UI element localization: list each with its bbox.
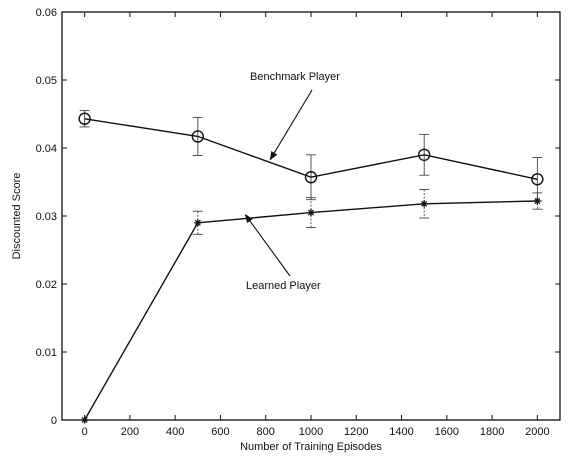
x-tick-label: 600 [211,426,229,438]
data-point [78,112,91,125]
x-tick-label: 0 [82,426,88,438]
data-point [304,171,318,184]
y-tick-label: 0.01 [36,347,57,359]
x-tick-label: 1600 [435,426,459,438]
series-markers [78,112,544,424]
x-tick-label: 1800 [480,426,504,438]
annotation-label: Learned Player [246,280,321,292]
data-point [194,219,202,227]
data-point [191,130,205,143]
series-line-1 [83,200,538,421]
y-tick-label: 0.04 [36,143,57,155]
x-tick-label: 2000 [525,426,549,438]
x-tick-label: 1000 [299,426,323,438]
y-tick-label: 0.05 [36,75,57,87]
data-point [417,148,431,162]
x-tick-label: 400 [166,426,184,438]
y-tick-label: 0.03 [36,211,57,223]
annotations: Benchmark Player Learned Player [244,71,340,292]
annotation-arrow [244,213,291,277]
series-line-0 [84,118,538,180]
axis-ticks: 0 200 400 600 800 1000 1200 1400 1600 1800 2000 0 0.… [36,7,560,438]
data-point [81,416,89,424]
y-tick-label: 0 [51,415,57,427]
annotation-arrow [269,89,313,161]
annotation-label: Benchmark Player [250,71,340,83]
x-tick-label: 800 [257,426,275,438]
x-axis-label: Number of Training Episodes [240,441,382,453]
data-point [533,197,541,205]
x-tick-label: 1400 [389,426,413,438]
data-point [307,209,315,217]
data-point [531,173,544,186]
y-tick-label: 0.06 [36,7,57,19]
x-tick-label: 200 [121,426,139,438]
data-point [420,200,428,208]
y-tick-label: 0.02 [36,279,57,291]
y-axis-label: Discounted Score [11,173,23,260]
x-tick-label: 1200 [344,426,368,438]
